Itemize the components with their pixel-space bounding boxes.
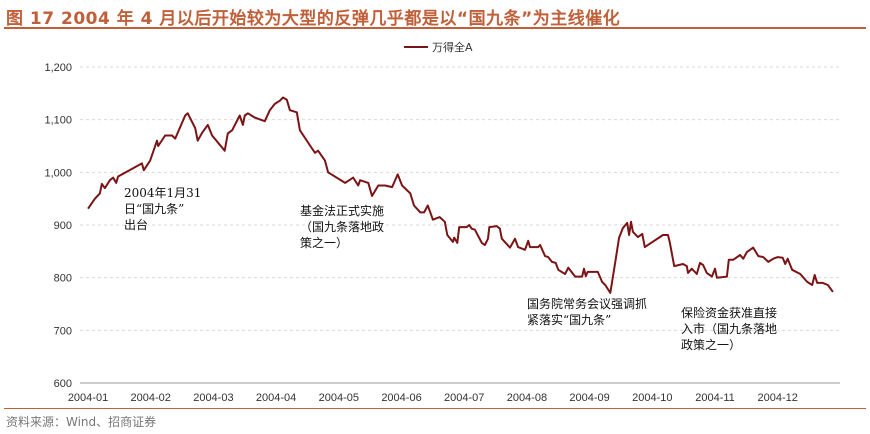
figure-title: 图 17 2004 年 4 月以后开始较为大型的反弹几乎都是以“国九条”为主线催… (6, 9, 621, 29)
x-tick-label: 2004-09 (569, 392, 609, 404)
y-tick-label: 900 (54, 220, 72, 232)
source-note: 资料来源：Wind、招商证券 (6, 415, 157, 429)
x-tick-label: 2004-04 (256, 392, 296, 404)
y-tick-label: 1,200 (44, 62, 72, 74)
annotation-fund-law: 基金法正式实施 （国九条落地政 策之一） (300, 204, 385, 250)
x-tick-label: 2004-10 (632, 392, 672, 404)
x-tick-label: 2004-06 (381, 392, 421, 404)
y-tick-label: 700 (54, 325, 72, 337)
legend-label: 万得全A (432, 41, 473, 54)
x-tick-label: 2004-07 (444, 392, 484, 404)
x-tick-label: 2004-11 (695, 392, 735, 404)
y-tick-label: 800 (54, 273, 72, 285)
x-tick-label: 2004-03 (193, 392, 233, 404)
legend-swatch (404, 46, 428, 48)
annotation-insurance-funds: 保险资金获准直接 入市（国九条落地 政策之一） (681, 306, 778, 352)
legend: 万得全A (404, 39, 473, 55)
x-tick-label: 2004-12 (758, 392, 798, 404)
source-divider (4, 408, 866, 409)
annotation-guojiutiao-release: 2004年1月31 日“国九条” 出台 (124, 186, 202, 232)
x-tick-label: 2004-05 (319, 392, 359, 404)
title-divider (4, 27, 866, 29)
y-tick-label: 1,000 (44, 167, 72, 179)
y-tick-label: 600 (54, 378, 72, 390)
annotation-state-council: 国务院常务会议强调抓 紧落实“国九条” (527, 297, 648, 327)
x-tick-label: 2004-08 (507, 392, 547, 404)
x-tick-label: 2004-01 (68, 392, 108, 404)
y-tick-label: 1,100 (44, 115, 72, 127)
x-tick-label: 2004-02 (131, 392, 171, 404)
series-line-wind-all-a (87, 96, 834, 294)
